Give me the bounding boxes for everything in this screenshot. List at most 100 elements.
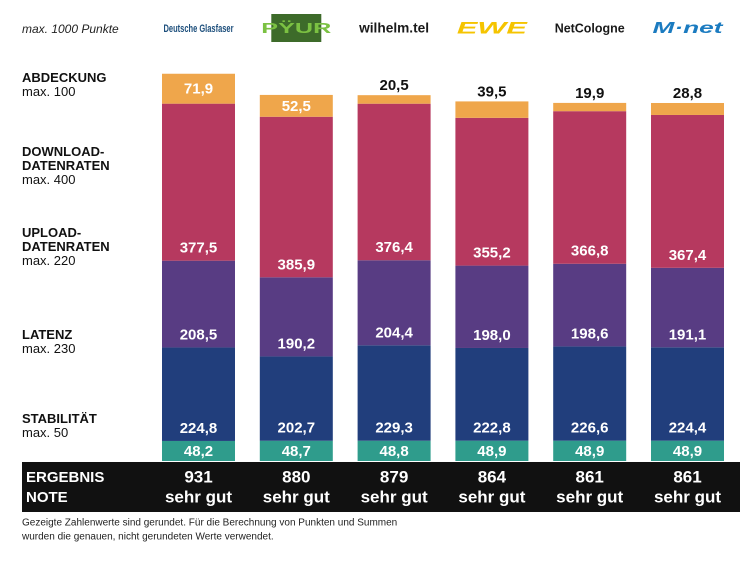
value-label: 222,8 [473, 420, 511, 437]
value-label: 48,8 [379, 443, 408, 460]
bar-segment [553, 440, 627, 461]
bar-segment [162, 440, 235, 461]
result-value: 879 [380, 467, 408, 486]
bar-segment [357, 440, 431, 461]
bar-segment [259, 440, 333, 461]
value-label: 19,9 [575, 85, 604, 102]
value-label: 48,9 [477, 443, 506, 460]
series-max: max. 50 [22, 425, 69, 440]
series-label: ABDECKUNG max. 100 [22, 71, 140, 99]
bar-segment [553, 263, 627, 347]
bar-segment [651, 267, 724, 348]
value-label: 377,5 [180, 240, 218, 257]
value-label: 198,6 [571, 325, 609, 342]
value-label: 190,2 [278, 335, 316, 352]
bar-segment [162, 73, 235, 104]
bar-segment [259, 94, 333, 117]
value-label: 376,4 [375, 239, 413, 256]
footnote: wurden die genauen, nicht gerundeten Wer… [21, 532, 274, 543]
bar-segment [455, 117, 529, 266]
value-label: 52,5 [282, 98, 311, 115]
result-value: 880 [282, 467, 310, 486]
bar-segment [553, 111, 627, 264]
bar-segment [651, 347, 724, 441]
bar-segment [553, 102, 627, 112]
series-label: LATENZ max. 230 [22, 328, 140, 356]
result-value: 861 [673, 467, 701, 486]
value-label: 20,5 [379, 77, 408, 94]
value-label: 208,5 [180, 326, 218, 343]
series-name: LATENZ [22, 327, 73, 342]
bar-segment [455, 440, 529, 461]
category-logo: wilhelm.tel [358, 20, 429, 36]
grade-label: NOTE [26, 489, 68, 506]
bar-segment [553, 346, 627, 441]
series-label: DOWNLOAD-DATENRATEN max. 400 [22, 145, 140, 187]
category-logo: PŸUR [261, 20, 331, 37]
series-label: STABILITÄT max. 50 [22, 412, 140, 440]
value-label: 226,6 [571, 420, 609, 437]
value-label: 367,4 [669, 247, 707, 264]
value-label: 366,8 [571, 243, 609, 260]
series-label: UPLOAD-DATENRATEN max. 220 [22, 226, 140, 268]
bar-segment [651, 102, 724, 115]
bar-segment [357, 95, 431, 104]
grade-value: sehr gut [654, 487, 721, 506]
value-label: 202,7 [278, 420, 316, 437]
bar-segment [651, 114, 724, 268]
value-label: 204,4 [375, 324, 413, 341]
value-label: 71,9 [184, 81, 213, 98]
bar-segment [162, 103, 235, 261]
series-name: ABDECKUNG [22, 70, 107, 85]
bar-segment [259, 356, 333, 441]
value-label: 224,8 [180, 420, 218, 437]
logo-bg [271, 14, 322, 42]
grade-value: sehr gut [361, 487, 428, 506]
value-label: 191,1 [669, 326, 707, 343]
category-logo: M·net [653, 20, 724, 37]
series-max: max. 100 [22, 84, 76, 99]
value-label: 224,4 [669, 420, 707, 437]
result-value: 861 [576, 467, 604, 486]
bar-segment [455, 347, 529, 441]
bar-segment [259, 116, 333, 278]
value-label: 28,8 [673, 85, 702, 102]
result-value: 864 [478, 467, 507, 486]
bar-segment [455, 265, 529, 348]
bar-segment [162, 260, 235, 348]
value-label: 198,0 [473, 327, 511, 344]
grade-value: sehr gut [458, 487, 525, 506]
footnote: Gezeigte Zahlenwerte sind gerundet. Für … [22, 518, 397, 529]
subtitle: max. 1000 Punkte [22, 22, 119, 36]
bar-segment [651, 440, 724, 461]
bar-segment [357, 103, 431, 261]
bar-segment [162, 347, 235, 441]
result-label: ERGEBNIS [26, 469, 104, 486]
series-max: max. 400 [22, 172, 76, 187]
value-label: 48,7 [282, 443, 311, 460]
result-value: 931 [184, 467, 212, 486]
category-logo: EWE [457, 18, 528, 37]
value-label: 48,9 [575, 443, 604, 460]
series-max: max. 220 [22, 253, 76, 268]
series-name: STABILITÄT [22, 411, 97, 426]
grade-value: sehr gut [263, 487, 330, 506]
bar-segment [357, 260, 431, 346]
bar-segment [455, 101, 529, 118]
series-max: max. 230 [22, 341, 76, 356]
value-label: 355,2 [473, 245, 511, 262]
bar-segment [357, 345, 431, 441]
bar-segment [259, 277, 333, 357]
value-label: 385,9 [278, 256, 316, 273]
series-name: UPLOAD-DATENRATEN [22, 225, 110, 254]
value-label: 48,2 [184, 443, 213, 460]
category-logo: Deutsche Glasfaser [164, 23, 234, 35]
value-label: 48,9 [673, 443, 702, 460]
series-name: DOWNLOAD-DATENRATEN [22, 144, 110, 173]
grade-value: sehr gut [556, 487, 623, 506]
value-label: 39,5 [477, 83, 506, 100]
value-label: 229,3 [375, 420, 413, 437]
category-logo: NetCologne [555, 20, 625, 35]
